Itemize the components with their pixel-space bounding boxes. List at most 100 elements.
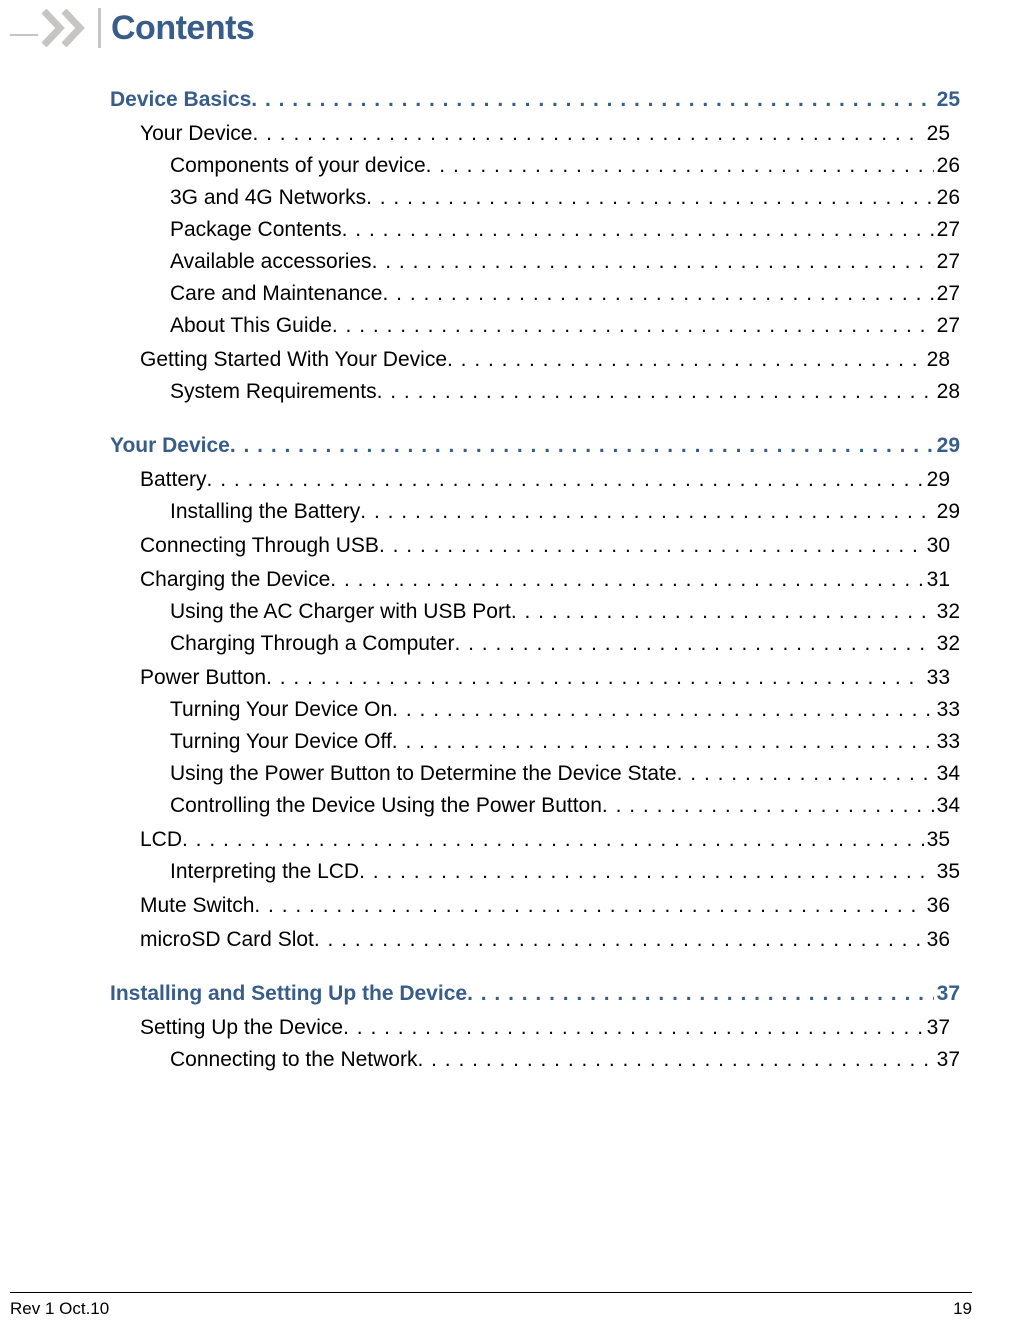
toc-entry-label: About This Guide — [170, 314, 332, 338]
toc-leader-dots — [252, 122, 923, 146]
toc-leader-dots — [467, 982, 934, 1006]
toc-entry[interactable]: Your Device25 — [110, 122, 960, 146]
toc-entry[interactable]: Mute Switch36 — [110, 894, 960, 918]
toc-entry[interactable]: Device Basics 25 — [110, 88, 960, 112]
toc-entry-label: Turning Your Device On — [170, 698, 392, 722]
toc-entry-label: Connecting to the Network — [170, 1048, 417, 1072]
toc-entry[interactable]: Connecting to the Network 37 — [110, 1048, 960, 1072]
toc-entry-page: 30 — [924, 534, 960, 558]
toc-entry-label: 3G and 4G Networks — [170, 186, 366, 210]
toc-leader-dots — [392, 730, 934, 754]
toc-leader-dots — [266, 666, 924, 690]
toc-entry[interactable]: Package Contents27 — [110, 218, 960, 242]
toc-entry-page: 35 — [934, 860, 960, 884]
toc-entry-page: 36 — [924, 894, 960, 918]
toc-leader-dots — [602, 794, 934, 818]
header-vertical-bar — [98, 8, 101, 48]
toc-entry-page: 34 — [934, 794, 960, 818]
toc-entry[interactable]: System Requirements28 — [110, 380, 960, 404]
toc-entry[interactable]: Charging the Device 31 — [110, 568, 960, 592]
toc-entry-label: Getting Started With Your Device — [140, 348, 447, 372]
toc-entry[interactable]: Interpreting the LCD 35 — [110, 860, 960, 884]
toc-entry-page: 27 — [934, 314, 960, 338]
toc-entry-label: Installing and Setting Up the Device — [110, 982, 467, 1006]
toc-entry-label: Setting Up the Device — [140, 1016, 343, 1040]
toc-entry-page: 31 — [924, 568, 960, 592]
toc-leader-dots — [314, 928, 924, 952]
footer: Rev 1 Oct.10 19 — [0, 1292, 1010, 1319]
toc-leader-dots — [511, 600, 934, 624]
toc-entry[interactable]: Using the Power Button to Determine the … — [110, 762, 960, 786]
toc-entry-label: Device Basics — [110, 88, 251, 112]
toc-entry-label: Package Contents — [170, 218, 342, 242]
toc-entry[interactable]: Charging Through a Computer32 — [110, 632, 960, 656]
toc-entry-label: Care and Maintenance — [170, 282, 382, 306]
toc-entry-label: Charging the Device — [140, 568, 330, 592]
toc-entry[interactable]: Using the AC Charger with USB Port 32 — [110, 600, 960, 624]
toc-leader-dots — [366, 186, 934, 210]
toc-leader-dots — [332, 314, 934, 338]
toc-entry-label: Power Button — [140, 666, 266, 690]
toc-entry[interactable]: About This Guide 27 — [110, 314, 960, 338]
toc-leader-dots — [377, 380, 934, 404]
toc-entry[interactable]: Components of your device26 — [110, 154, 960, 178]
toc-entry[interactable]: 3G and 4G Networks 26 — [110, 186, 960, 210]
toc-entry-label: Connecting Through USB — [140, 534, 379, 558]
toc-entry[interactable]: Getting Started With Your Device 28 — [110, 348, 960, 372]
toc-entry-label: Available accessories — [170, 250, 372, 274]
toc-entry-page: 37 — [924, 1016, 960, 1040]
toc-entry-page: 32 — [934, 600, 960, 624]
toc-leader-dots — [182, 828, 924, 852]
toc-entry-label: Using the AC Charger with USB Port — [170, 600, 511, 624]
footer-revision: Rev 1 Oct.10 — [10, 1299, 109, 1319]
toc-entry[interactable]: Available accessories 27 — [110, 250, 960, 274]
toc-leader-dots — [230, 434, 934, 458]
toc-entry[interactable]: Power Button33 — [110, 666, 960, 690]
toc-entry-label: Your Device — [140, 122, 252, 146]
toc-entry-page: 27 — [934, 250, 960, 274]
toc-entry-page: 26 — [934, 186, 960, 210]
toc-leader-dots — [379, 534, 924, 558]
toc-entry-label: Controlling the Device Using the Power B… — [170, 794, 602, 818]
toc-leader-dots — [447, 348, 924, 372]
toc-entry[interactable]: Turning Your Device Off33 — [110, 730, 960, 754]
toc-entry-page: 37 — [934, 1048, 960, 1072]
toc-entry[interactable]: microSD Card Slot36 — [110, 928, 960, 952]
toc-entry[interactable]: Your Device29 — [110, 434, 960, 458]
page-title: Contents — [111, 9, 254, 48]
toc-entry-page: 25 — [934, 88, 960, 112]
toc-entry-page: 33 — [934, 698, 960, 722]
toc-leader-dots — [392, 698, 933, 722]
toc-leader-dots — [330, 568, 923, 592]
toc-entry-page: 28 — [924, 348, 960, 372]
toc-leader-dots — [417, 1048, 933, 1072]
toc-leader-dots — [454, 632, 933, 656]
toc-entry-page: 27 — [934, 282, 960, 306]
toc-leader-dots — [254, 894, 923, 918]
toc-leader-dots — [360, 500, 933, 524]
toc-entry[interactable]: LCD35 — [110, 828, 960, 852]
footer-rule — [10, 1292, 972, 1293]
toc-entry[interactable]: Turning Your Device On 33 — [110, 698, 960, 722]
toc-entry[interactable]: Installing the Battery29 — [110, 500, 960, 524]
header-rule — [10, 34, 38, 36]
toc-entry-label: LCD — [140, 828, 182, 852]
toc-entry-page: 26 — [934, 154, 960, 178]
chevron-icon — [42, 9, 92, 47]
toc-entry-label: Interpreting the LCD — [170, 860, 359, 884]
page: Contents Device Basics 25 Your Device25 Com… — [0, 0, 1010, 1339]
toc-entry[interactable]: Battery29 — [110, 468, 960, 492]
toc-entry[interactable]: Connecting Through USB 30 — [110, 534, 960, 558]
toc-entry-label: Turning Your Device Off — [170, 730, 392, 754]
toc-entry-page: 37 — [934, 982, 960, 1006]
toc-leader-dots — [382, 282, 933, 306]
toc-entry[interactable]: Care and Maintenance 27 — [110, 282, 960, 306]
toc-leader-dots — [251, 88, 933, 112]
toc-entry-page: 28 — [934, 380, 960, 404]
toc-entry[interactable]: Installing and Setting Up the Device 37 — [110, 982, 960, 1006]
toc-entry[interactable]: Controlling the Device Using the Power B… — [110, 794, 960, 818]
toc-entry-page: 29 — [934, 500, 960, 524]
toc-leader-dots — [343, 1016, 924, 1040]
toc-leader-dots — [342, 218, 934, 242]
toc-entry[interactable]: Setting Up the Device 37 — [110, 1016, 960, 1040]
